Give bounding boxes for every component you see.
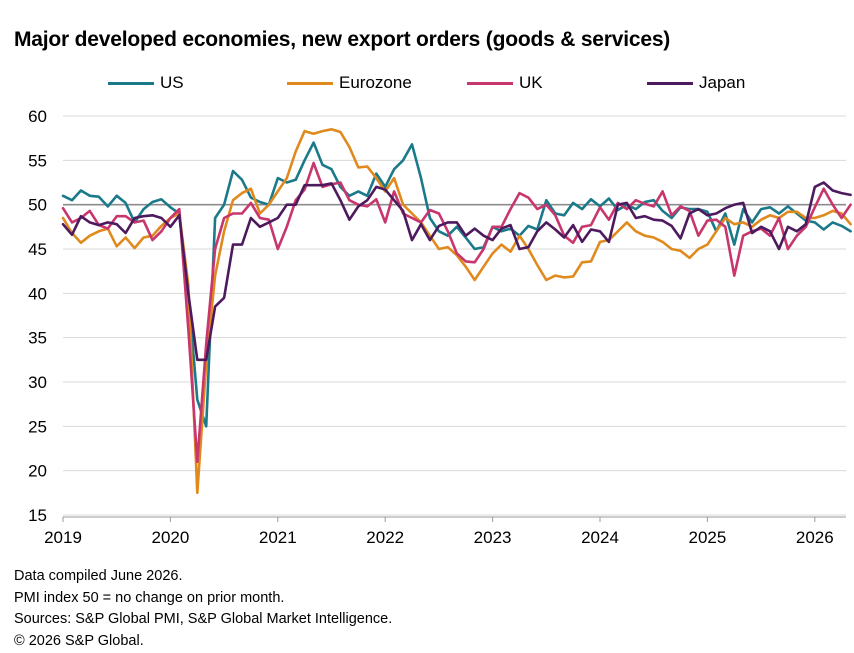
y-tick-label: 45 bbox=[28, 240, 47, 259]
x-tick-label: 2023 bbox=[474, 528, 512, 547]
x-tick-label: 2022 bbox=[366, 528, 404, 547]
y-tick-label: 60 bbox=[28, 107, 47, 126]
legend-label: Eurozone bbox=[339, 73, 412, 92]
y-tick-label: 15 bbox=[28, 506, 47, 525]
y-tick-label: 25 bbox=[28, 417, 47, 436]
series-line-uk bbox=[61, 161, 852, 464]
legend-label: Japan bbox=[699, 73, 746, 92]
legend-swatch bbox=[647, 81, 693, 85]
series-line-eurozone bbox=[61, 128, 852, 495]
legend-item-uk: UK bbox=[467, 70, 543, 96]
legend-swatch bbox=[467, 81, 513, 85]
legend-item-japan: Japan bbox=[647, 70, 745, 96]
series-lines bbox=[61, 128, 852, 495]
x-tick-label: 2024 bbox=[581, 528, 619, 547]
gridlines bbox=[63, 115, 846, 516]
legend-swatch bbox=[108, 81, 154, 85]
y-tick-label: 30 bbox=[28, 373, 47, 392]
legend-label: UK bbox=[519, 73, 543, 92]
y-tick-label: 50 bbox=[28, 196, 47, 215]
y-tick-label: 35 bbox=[28, 329, 47, 348]
x-tick-label: 2020 bbox=[151, 528, 189, 547]
legend-label: US bbox=[160, 73, 184, 92]
legend-item-us: US bbox=[108, 70, 184, 96]
series-line-us bbox=[61, 141, 852, 428]
legend-swatch bbox=[287, 81, 333, 85]
note-pmi-definition: PMI index 50 = no change on prior month. bbox=[14, 589, 285, 606]
x-tick-label: 2019 bbox=[44, 528, 82, 547]
legend: US Eurozone UK Japan bbox=[0, 70, 854, 96]
chart-notes: Data compiled June 2026. PMI index 50 = … bbox=[14, 566, 392, 652]
chart-title: Major developed economies, new export or… bbox=[14, 28, 671, 51]
x-axis: 2019 2020 2021 2022 2023 2024 2025 2026 bbox=[44, 516, 846, 547]
y-tick-label: 55 bbox=[28, 151, 47, 170]
note-sources: Sources: S&P Global PMI, S&P Global Mark… bbox=[14, 611, 393, 627]
series-line-japan bbox=[61, 181, 852, 362]
x-tick-label: 2025 bbox=[688, 528, 726, 547]
y-axis-tick-labels: 15 20 25 30 35 40 45 50 55 60 bbox=[28, 107, 47, 525]
note-data-compiled: Data compiled June 2026. bbox=[14, 568, 183, 584]
y-tick-label: 40 bbox=[28, 284, 47, 303]
legend-item-eurozone: Eurozone bbox=[287, 70, 412, 96]
note-copyright: © 2026 S&P Global. bbox=[14, 632, 144, 649]
x-tick-label: 2026 bbox=[796, 528, 834, 547]
x-tick-label: 2021 bbox=[259, 528, 297, 547]
y-tick-label: 20 bbox=[28, 462, 47, 481]
